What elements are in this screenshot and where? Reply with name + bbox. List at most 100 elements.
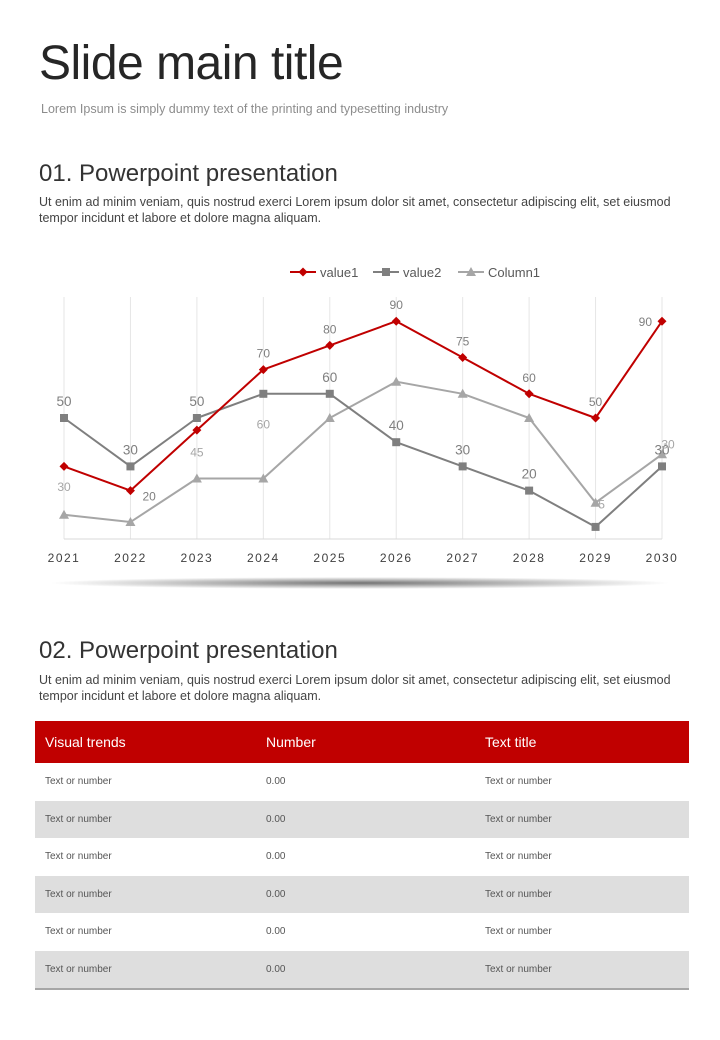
data-label: 70 bbox=[257, 347, 271, 361]
section2-title: 02. Powerpoint presentation bbox=[39, 637, 338, 664]
data-point bbox=[325, 389, 334, 398]
x-tick-label: 2029 bbox=[579, 551, 612, 565]
data-label: 75 bbox=[456, 335, 470, 349]
data-point bbox=[458, 462, 467, 471]
table-row: Text or number 0.00 Text or number bbox=[35, 913, 689, 951]
data-label: 20 bbox=[142, 490, 156, 504]
data-point bbox=[325, 340, 335, 350]
data-point bbox=[457, 388, 468, 398]
table-cell: Text or number bbox=[45, 851, 112, 863]
data-point bbox=[191, 473, 202, 483]
data-label: 30 bbox=[57, 480, 71, 494]
data-label: 80 bbox=[323, 322, 337, 336]
data-point bbox=[391, 376, 402, 386]
data-point bbox=[525, 486, 534, 495]
table-cell: Text or number bbox=[485, 776, 552, 788]
data-point bbox=[324, 413, 335, 422]
chart-x-axis: 2021 2022 2023 2024 2025 2026 2027 2028 2029 2030 bbox=[48, 538, 679, 565]
table-cell: Text or number bbox=[45, 926, 112, 938]
data-label: 90 bbox=[390, 298, 404, 312]
x-tick-label: 2025 bbox=[313, 551, 346, 565]
data-label: 30 bbox=[654, 442, 669, 457]
table-cell: Text or number bbox=[475, 875, 689, 913]
x-tick-label: 2028 bbox=[513, 551, 546, 565]
x-tick-label: 2022 bbox=[114, 551, 147, 565]
series-line-value2 bbox=[63, 392, 663, 528]
page-title: Slide main title bbox=[39, 37, 344, 90]
table-cell: 0.00 bbox=[266, 776, 286, 788]
data-point bbox=[60, 414, 68, 422]
table-cell: Text or number bbox=[485, 851, 552, 863]
table-cell: 0.00 bbox=[256, 950, 475, 990]
table-row: Text or number 0.00 Text or number bbox=[35, 950, 689, 990]
line-chart: value1 value2 Column1 2021 2022 2023 2024 2025… bbox=[0, 250, 720, 610]
table-row: Text or number 0.00 Text or number bbox=[35, 875, 689, 913]
data-point bbox=[657, 449, 667, 459]
section2-text: Ut enim ad minim veniam, quis nostrud ex… bbox=[39, 673, 671, 703]
table-header-cell: Visual trends bbox=[35, 721, 256, 763]
data-point bbox=[258, 365, 268, 375]
legend-label: value1 bbox=[320, 265, 358, 280]
data-point bbox=[258, 473, 269, 483]
data-label: 40 bbox=[389, 418, 404, 433]
data-point bbox=[657, 316, 667, 326]
table-header-cell: Text title bbox=[475, 721, 689, 763]
section1-title: 01. Powerpoint presentation bbox=[39, 160, 338, 187]
data-label: 5 bbox=[598, 498, 605, 512]
data-point bbox=[524, 413, 535, 422]
x-tick-label: 2027 bbox=[446, 551, 479, 565]
line-chart-svg: value1 value2 Column1 2021 2022 2023 2024 2025… bbox=[48, 265, 679, 589]
table-cell: Text or number bbox=[35, 800, 256, 838]
data-point bbox=[591, 413, 601, 423]
table-cell: Text or number bbox=[475, 800, 689, 838]
data-point bbox=[590, 497, 601, 507]
table-header-cell: Number bbox=[256, 721, 475, 763]
data-label: 30 bbox=[661, 437, 675, 451]
table-cell: 0.00 bbox=[266, 926, 286, 938]
data-label: 60 bbox=[522, 371, 536, 385]
data-label: 60 bbox=[257, 418, 271, 432]
chart-legend: value1 value2 Column1 bbox=[290, 265, 540, 280]
data-label: 30 bbox=[455, 442, 470, 457]
legend-marker bbox=[382, 268, 390, 276]
data-label: 45 bbox=[190, 446, 204, 460]
data-point bbox=[391, 316, 401, 326]
legend-marker bbox=[466, 267, 476, 276]
chart-floor-shadow bbox=[50, 577, 670, 589]
table-cell: Text or number bbox=[35, 950, 256, 990]
table-header-row: Visual trends Number Text title bbox=[35, 721, 689, 763]
table-row: Text or number 0.00 Text or number bbox=[35, 800, 689, 838]
x-tick-label: 2021 bbox=[48, 551, 81, 565]
table-cell: 0.00 bbox=[266, 851, 286, 863]
table-cell: Text or number bbox=[45, 776, 112, 788]
data-label: 50 bbox=[56, 394, 71, 409]
chart-data-labels: 2070809075605090503050604030203030456053… bbox=[56, 298, 675, 512]
data-point bbox=[192, 425, 202, 435]
table-cell: 0.00 bbox=[256, 875, 475, 913]
table-cell: Text or number bbox=[485, 926, 552, 938]
legend-marker bbox=[298, 267, 308, 277]
data-label: 90 bbox=[639, 315, 653, 329]
data-table: Visual trends Number Text title Text or … bbox=[35, 721, 689, 990]
data-label: 20 bbox=[522, 467, 537, 482]
data-label: 50 bbox=[189, 394, 204, 409]
x-tick-label: 2030 bbox=[646, 551, 679, 565]
data-point bbox=[59, 509, 69, 519]
data-label: 60 bbox=[322, 370, 337, 385]
data-point bbox=[59, 461, 69, 471]
data-label: 50 bbox=[589, 395, 603, 409]
table-row: Text or number 0.00 Text or number bbox=[35, 838, 689, 876]
legend-label: Column1 bbox=[488, 265, 540, 280]
table-row: Text or number 0.00 Text or number bbox=[35, 763, 689, 801]
data-point bbox=[591, 522, 600, 531]
data-label: 30 bbox=[123, 442, 138, 457]
legend-label: value2 bbox=[403, 265, 441, 280]
data-point bbox=[524, 389, 534, 399]
data-point bbox=[126, 462, 135, 471]
section1-text: Ut enim ad minim veniam, quis nostrud ex… bbox=[39, 195, 671, 225]
table-cell: Text or number bbox=[35, 875, 256, 913]
page-subtitle: Lorem Ipsum is simply dummy text of the … bbox=[41, 102, 449, 116]
data-point bbox=[125, 486, 135, 496]
table-cell: Text or number bbox=[475, 950, 689, 990]
data-point bbox=[458, 353, 468, 362]
